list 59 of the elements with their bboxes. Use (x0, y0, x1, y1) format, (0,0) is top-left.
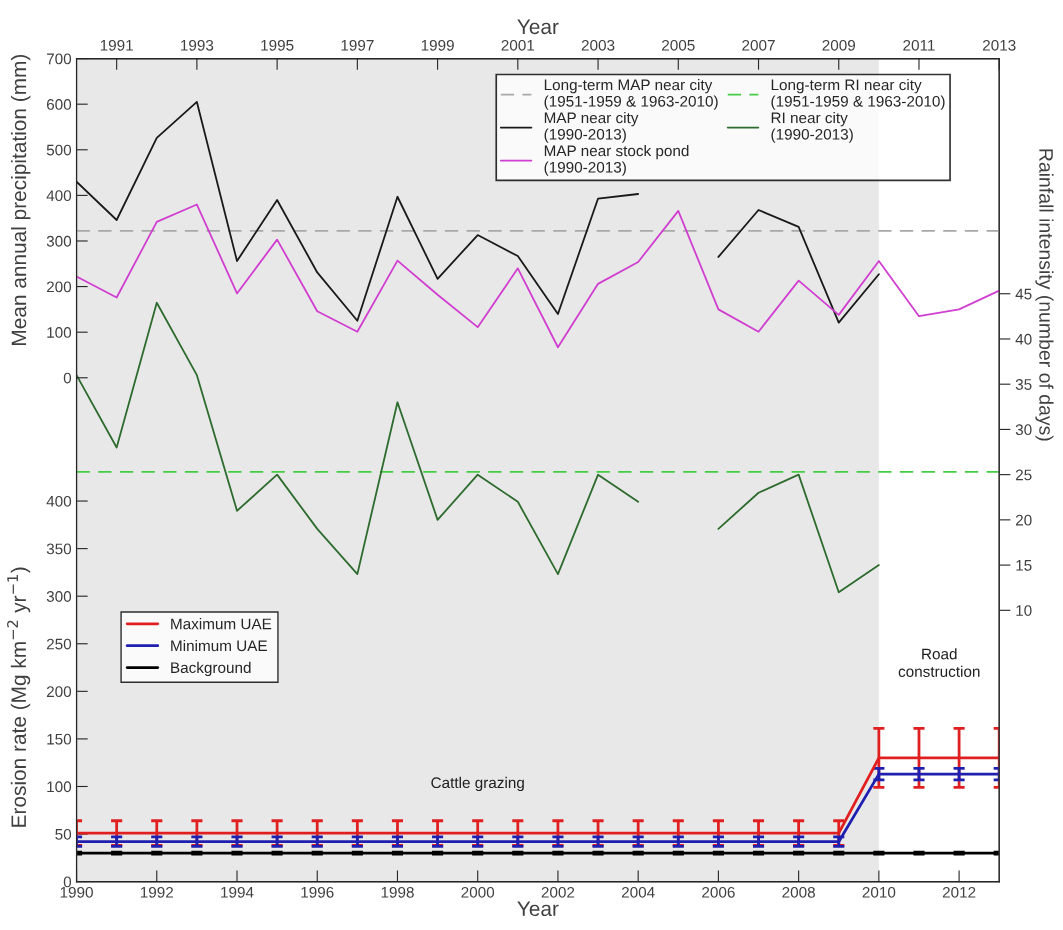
x2-tick-label: 2001 (501, 39, 535, 51)
legend-label: Maximum UAE (171, 618, 272, 630)
x-tick-label: 1990 (60, 886, 93, 898)
x-tick-label: 2004 (621, 886, 655, 898)
x2-tick-label: 2013 (983, 39, 1016, 51)
legend-label: Long-term MAP near city (1951-1959 & 1963-2010) (544, 79, 718, 110)
y2-tick-label: 10 (1016, 605, 1032, 616)
x-axis-title: Year (517, 901, 559, 917)
legend-label: Background (171, 661, 251, 677)
y2-tick-label: 25 (1015, 469, 1032, 481)
x2-tick-label: 2003 (581, 39, 615, 51)
x-tick-label: 1998 (381, 886, 414, 898)
legend-label: Minimum UAE (171, 639, 267, 652)
x2-tick-label: 1997 (341, 39, 374, 51)
y3-axis-title: Mean annual precipitation (mm) (10, 54, 31, 345)
legend-label: RI near city (1990-2013) (771, 112, 853, 143)
x-tick-label: 2010 (862, 886, 896, 898)
x2-tick-label: 1993 (181, 39, 214, 51)
legend-label: Long-term RI near city (1951-1959 & 1963-2010) (771, 79, 945, 110)
y2-tick-label: 35 (1015, 379, 1032, 390)
band-label: Cattle grazing (431, 776, 524, 792)
y-tick-label: 50 (55, 828, 72, 840)
y2-tick-label: 15 (1016, 560, 1032, 571)
y2-tick-label: 20 (1015, 514, 1032, 526)
y2-tick-label: 30 (1015, 424, 1032, 436)
y-tick-label: 200 (46, 686, 72, 698)
y-tick-label: 0 (63, 876, 72, 888)
y3-tick-label: 600 (46, 99, 72, 110)
x2-axis-title: Year (517, 19, 559, 35)
x-tick-label: 2006 (702, 886, 735, 898)
y-tick-label: 250 (46, 638, 72, 650)
y2-tick-label: 40 (1015, 333, 1032, 345)
x-tick-label: 1994 (221, 886, 254, 898)
annotation: Road construction (898, 648, 980, 677)
x2-tick-label: 2007 (742, 39, 775, 51)
y-axis-title: Erosion rate (Mg km$^{−2}$ yr$^{−1}$) (7, 567, 31, 827)
y-tick-label: 350 (46, 543, 72, 555)
y3-tick-label: 700 (46, 53, 72, 65)
y-tick-label: 150 (47, 733, 72, 745)
x-tick-label: 2012 (942, 886, 976, 898)
x2-tick-label: 1991 (100, 39, 133, 51)
y-tick-label: 300 (46, 591, 72, 602)
x-tick-label: 1992 (140, 886, 173, 898)
x2-tick-label: 2005 (662, 39, 695, 51)
x2-tick-label: 1999 (421, 39, 454, 51)
x-tick-label: 2008 (782, 886, 815, 898)
x-tick-label: 2000 (461, 886, 495, 898)
x2-tick-label: 2011 (903, 39, 935, 51)
y-tick-label: 400 (46, 495, 72, 507)
legend-label: MAP near stock pond (1990-2013) (544, 145, 689, 176)
x2-tick-label: 1995 (261, 39, 294, 51)
y2-axis-title: Rainfall intensity (number of days) (1035, 149, 1054, 441)
x2-tick-label: 2009 (822, 39, 856, 51)
x-tick-label: 2002 (541, 886, 575, 898)
x-tick-label: 1996 (301, 886, 334, 898)
y2-tick-label: 45 (1015, 288, 1032, 300)
y-tick-label: 100 (47, 781, 72, 793)
legend-label: MAP near city (1990-2013) (544, 112, 639, 143)
y3-tick-label: 500 (46, 144, 72, 156)
